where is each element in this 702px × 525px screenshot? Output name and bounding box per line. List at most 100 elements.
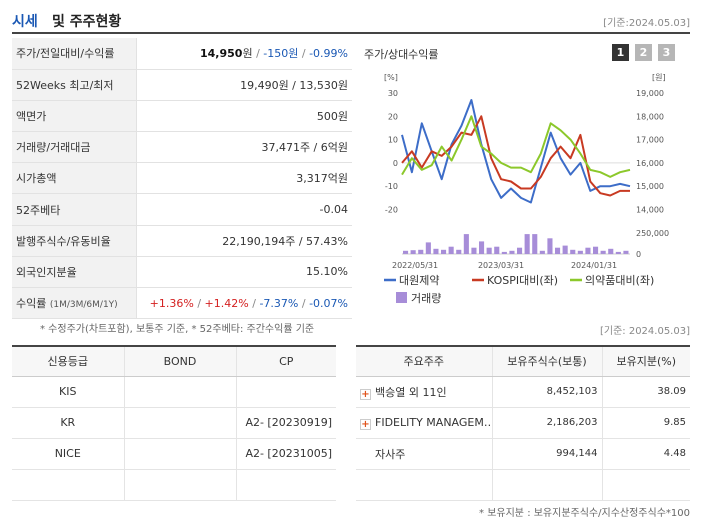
- holders-note: * 보유지분 : 보유지분주식수/지수산정주식수*100: [479, 508, 690, 519]
- label-volume: 거래량/거래대금: [12, 131, 137, 164]
- volume-bar: [501, 251, 507, 254]
- chart-title: 주가/상대수익률: [364, 48, 439, 61]
- volume-bar: [547, 238, 553, 255]
- series-line-3: [401, 115, 631, 178]
- right-tick-label: 15,000: [636, 182, 664, 191]
- expand-plus-icon[interactable]: +: [360, 388, 371, 400]
- value-shares: 22,190,194주 / 57.43%: [136, 225, 352, 257]
- volume-bar: [600, 250, 606, 254]
- value-returns: +1.36% / +1.42% / -7.37% / -0.07%: [136, 287, 352, 320]
- label-par-value: 액면가: [12, 100, 137, 133]
- return-6m: -7.37%: [259, 296, 299, 310]
- credit-row: [12, 469, 336, 501]
- return-1m: +1.36%: [149, 296, 194, 310]
- holder-name-cell: + FIDELITY MANAGEM…: [356, 407, 493, 439]
- holder-name-cell: [356, 469, 493, 501]
- credit-row: KR A2- [20230919]: [12, 407, 336, 439]
- holder-shares: [492, 469, 603, 501]
- left-tick-label: 0: [393, 159, 398, 168]
- left-tick-label: -10: [385, 182, 398, 191]
- label-beta: 52주베타: [12, 193, 137, 226]
- volume-bar: [524, 234, 530, 254]
- row-par-value: 액면가 500원: [12, 100, 352, 133]
- row-returns: 수익률 (1M/3M/6M/1Y) +1.36% / +1.42% / -7.3…: [12, 287, 352, 320]
- header-credit: 신용등급: [12, 346, 125, 377]
- right-axis-unit: [원]: [652, 73, 666, 82]
- volume-bar: [623, 250, 629, 254]
- volume-bar: [463, 234, 469, 254]
- credit-bond: [124, 407, 237, 439]
- holder-row: + 백승열 외 11인 8,452,103 38.09: [356, 376, 690, 408]
- volume-bar: [517, 247, 523, 254]
- left-tick-label: 20: [388, 112, 398, 121]
- holder-pct: 9.85: [602, 407, 690, 439]
- legend-swatch: [396, 292, 407, 303]
- holder-pct: 4.48: [602, 438, 690, 470]
- credit-agency: KR: [12, 407, 125, 439]
- chart-page-1-button[interactable]: 1: [612, 44, 629, 61]
- value-price: 14,950원 / -150원 / -0.99%: [136, 38, 352, 70]
- value-volume: 37,471주 / 6억원: [136, 131, 352, 164]
- left-tick-label: 30: [388, 89, 398, 98]
- holder-name-link[interactable]: FIDELITY MANAGEM…: [375, 415, 492, 429]
- price-unit: 원: [242, 47, 253, 61]
- series-line-2: [401, 115, 630, 197]
- right-tick-label: 17,000: [636, 136, 664, 145]
- slash: /: [252, 296, 256, 310]
- volume-tick-label: 250,000: [636, 229, 669, 238]
- credit-agency: NICE: [12, 438, 125, 470]
- right-tick-label: 19,000: [636, 89, 664, 98]
- credit-header-row: 신용등급 BOND CP: [12, 346, 336, 377]
- series-line-1: [401, 99, 631, 204]
- label-shares: 발행주식수/유동비율: [12, 225, 137, 257]
- volume-bar: [418, 249, 424, 254]
- volume-bar: [593, 246, 599, 254]
- left-tick-label: -20: [385, 206, 398, 215]
- row-shares: 발행주식수/유동비율 22,190,194주 / 57.43%: [12, 225, 352, 257]
- left-tick-label: 10: [388, 136, 398, 145]
- holder-name-link[interactable]: 백승열 외 11인: [375, 385, 447, 399]
- credit-row: NICE A2- [20231005]: [12, 438, 336, 470]
- right-tick-label: 16,000: [636, 159, 664, 168]
- holder-row: + FIDELITY MANAGEM… 2,186,203 9.85: [356, 407, 690, 439]
- value-market-cap: 3,317억원: [136, 162, 352, 195]
- label-52weeks: 52Weeks 최고/최저: [12, 69, 137, 101]
- chart-page-2-button[interactable]: 2: [635, 44, 652, 61]
- major-holders-table: 주요주주 보유주식수(보통) 보유지분(%) + 백승열 외 11인 8,452,…: [356, 345, 690, 501]
- row-market-cap: 시가총액 3,317억원: [12, 162, 352, 195]
- header-shares: 보유주식수(보통): [492, 346, 603, 377]
- legend-label: 의약품대비(좌): [585, 273, 654, 287]
- holders-date: [기준: 2024.05.03]: [599, 326, 690, 337]
- price-note: * 수정주가(차트포함), 보통주 기준, * 52주베타: 주간수익률 기준: [40, 324, 315, 335]
- base-date: [기준:2024.05.03]: [603, 18, 690, 29]
- x-tick-label: 2023/03/31: [478, 261, 524, 270]
- credit-row: KIS: [12, 376, 336, 408]
- volume-bar: [577, 250, 583, 254]
- x-tick-label: 2022/05/31: [392, 261, 438, 270]
- label-market-cap: 시가총액: [12, 162, 137, 195]
- sep2: /: [298, 47, 310, 61]
- row-volume: 거래량/거래대금 37,471주 / 6억원: [12, 131, 352, 164]
- header-cp: CP: [236, 346, 336, 377]
- relative-return-chart: [%] [원] 30 19,000 20 18,000 10 17,000 0 16,000 -10…: [384, 73, 669, 305]
- volume-bar: [425, 242, 431, 254]
- returns-label: 수익률: [16, 297, 47, 311]
- row-foreign: 외국인지분율 15.10%: [12, 256, 352, 289]
- header-bond: BOND: [124, 346, 237, 377]
- chart-page-3-button[interactable]: 3: [658, 44, 675, 61]
- returns-period: (1M/3M/6M/1Y): [49, 300, 118, 311]
- title-rest: 및 주주현황: [52, 14, 122, 30]
- credit-cp: A2- [20231005]: [236, 438, 336, 470]
- legend-label: KOSPI대비(좌): [487, 274, 558, 287]
- right-tick-label: 18,000: [636, 112, 664, 121]
- slash: /: [197, 296, 202, 310]
- volume-bar: [441, 249, 447, 254]
- volume-bar: [562, 245, 568, 254]
- expand-plus-icon[interactable]: +: [360, 418, 371, 430]
- header-pct: 보유지분(%): [602, 346, 690, 377]
- legend-label: 대원제약: [399, 273, 439, 287]
- price-info-table: 주가/전일대비/수익률 14,950원 / -150원 / -0.99% 52W…: [12, 38, 352, 320]
- volume-bar: [608, 248, 614, 255]
- volume-bar: [456, 249, 462, 254]
- holder-name-cell: + 백승열 외 11인: [356, 376, 493, 408]
